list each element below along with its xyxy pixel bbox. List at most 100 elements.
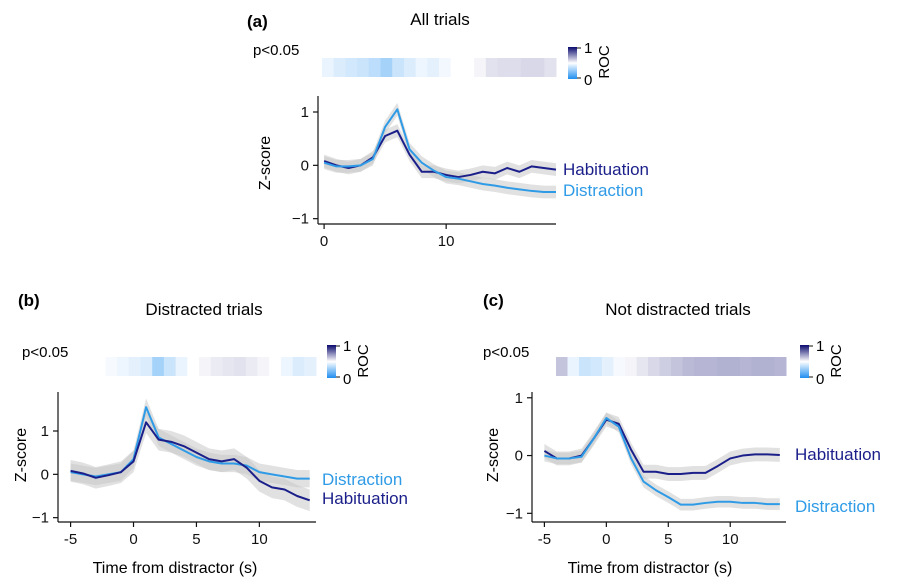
panel-c-x-tick-label: 10 [722, 531, 739, 548]
panel-a-roc-cell [450, 58, 463, 77]
panel-b-roc-cell [304, 357, 317, 376]
panel-c-roc-cell [556, 357, 568, 376]
panel-c-series-line-distraction [544, 417, 780, 506]
panel-a-y-tick-label: 1 [301, 104, 309, 121]
panel-c-colorbar-gradient [800, 345, 809, 378]
panel-a-significance-label: p<0.05 [253, 42, 299, 59]
panel-c-roc-cell [763, 357, 775, 376]
panel-c-roc-cell [728, 357, 741, 376]
panel-c-roc-cell [625, 357, 637, 376]
panel-c-roc-cell [602, 357, 614, 376]
panel-c-roc-cell [717, 357, 729, 376]
panel-b-legend-habituation: Habituation [322, 489, 408, 508]
panel-c-y-tick-label: 0 [515, 448, 523, 465]
panel-c-roc-strip [556, 357, 787, 376]
panel-b-roc-cell [105, 357, 118, 376]
panel-c-roc-cell [648, 357, 660, 376]
panel-c-roc-cell [694, 357, 706, 376]
panel-a-roc-cell [497, 58, 510, 77]
panel-b-roc-cell [163, 357, 177, 376]
panel-a-roc-cell [392, 58, 405, 77]
panel-a-roc-cell [520, 58, 534, 77]
panel-c-colorbar: 1 0 ROC [800, 338, 845, 388]
panel-b-title: Distracted trials [145, 300, 262, 319]
panel-b-xlabel: Time from distractor (s) [93, 560, 258, 577]
panel-a-colorbar-gradient [568, 47, 577, 79]
panel-b-x-tick-label: -5 [64, 531, 77, 548]
panel-a-roc-cell [427, 58, 440, 77]
panel-a-colorbar: 1 0 ROC [568, 40, 613, 89]
panel-a-y-tick-label: 0 [301, 157, 309, 174]
panel-a-roc-strip [322, 58, 557, 77]
panel-b-colorbar-tick-label: 1 [343, 338, 351, 355]
panel-c-roc-cell [751, 357, 764, 376]
panel-a-roc-cell [415, 58, 428, 77]
panel-a-colorbar-tick-label: 0 [584, 72, 592, 89]
panel-b-letter: (b) [18, 291, 40, 310]
panel-a-roc-cell [485, 58, 498, 77]
panel-a-x-tick-label: 0 [320, 233, 328, 250]
panel-b: (b) Distracted trials p<0.05 1 0 ROC -5 0… [13, 291, 408, 577]
panel-b-colorbar-tick-label: 0 [343, 371, 351, 388]
panel-b-colorbar-gradient [327, 345, 336, 378]
panel-a-error-band [324, 102, 556, 199]
panel-c-significance-label: p<0.05 [483, 344, 529, 361]
panel-a-roc-cell [333, 58, 346, 77]
panel-c-roc-cell [740, 357, 752, 376]
panel-b-roc-cell [210, 357, 223, 376]
panel-b-ylabel: Z-score [13, 428, 30, 482]
panel-c-roc-cell [774, 357, 787, 376]
panel-a-y-tick-label: −1 [292, 211, 309, 228]
panel-c-x-tick-label: 0 [602, 531, 610, 548]
panel-c-roc-cell [613, 357, 626, 376]
panel-a-ylabel: Z-score [257, 136, 274, 190]
panel-b-roc-cell [245, 357, 258, 376]
panel-b-roc-strip [82, 357, 317, 376]
panel-c-roc-cell [705, 357, 718, 376]
panel-c: (c) Not distracted trials p<0.05 1 0 ROC… [483, 291, 881, 577]
panel-b-colorbar: 1 0 ROC [327, 338, 372, 388]
panel-b-roc-cell [93, 357, 106, 376]
panel-a-roc-cell [509, 58, 522, 77]
panel-c-colorbar-tick-label: 0 [816, 371, 824, 388]
panel-a-series-line-distraction [323, 108, 556, 193]
panel-a-roc-cell [345, 58, 358, 77]
panel-c-error-band [544, 412, 780, 481]
panel-a-roc-cell [462, 58, 475, 77]
panel-c-x-tick-label: -5 [538, 531, 551, 548]
panel-c-y-tick-label: 1 [515, 390, 523, 407]
panel-c-error-band [544, 412, 780, 511]
panel-b-roc-cell [234, 357, 247, 376]
panel-c-legend-habituation: Habituation [795, 445, 881, 464]
panel-c-roc-cell [682, 357, 695, 376]
panel-b-series-line-habituation [70, 421, 311, 502]
panel-b-y-tick-label: 1 [41, 423, 49, 440]
panel-c-colorbar-tick-label: 1 [816, 338, 824, 355]
panel-c-xlabel: Time from distractor (s) [568, 560, 733, 577]
panel-a-roc-cell [439, 58, 452, 77]
panel-b-roc-cell [257, 357, 270, 376]
panel-c-series-line-habituation [543, 418, 780, 476]
panel-c-roc-cell [567, 357, 580, 376]
panel-b-roc-cell [117, 357, 130, 376]
panel-a-colorbar-tick-label: 1 [584, 40, 592, 57]
panel-b-significance-label: p<0.05 [22, 344, 68, 361]
panel-a-x-tick-label: 10 [438, 233, 455, 250]
panel-c-roc-cell [659, 357, 672, 376]
panel-c-letter: (c) [483, 291, 504, 310]
panel-c-y-tick-label: −1 [506, 505, 523, 522]
panel-b-y-tick-label: −1 [32, 510, 49, 527]
panel-c-title: Not distracted trials [605, 300, 751, 319]
panel-c-legend-distraction: Distraction [795, 497, 875, 516]
panel-b-roc-cell [175, 357, 188, 376]
panel-b-roc-cell [222, 357, 235, 376]
panel-a-title: All trials [410, 10, 470, 29]
panel-b-roc-cell [140, 357, 153, 376]
panel-b-roc-cell [128, 357, 141, 376]
panel-a-roc-cell [357, 58, 370, 77]
panel-c-colorbar-label: ROC [828, 344, 845, 378]
